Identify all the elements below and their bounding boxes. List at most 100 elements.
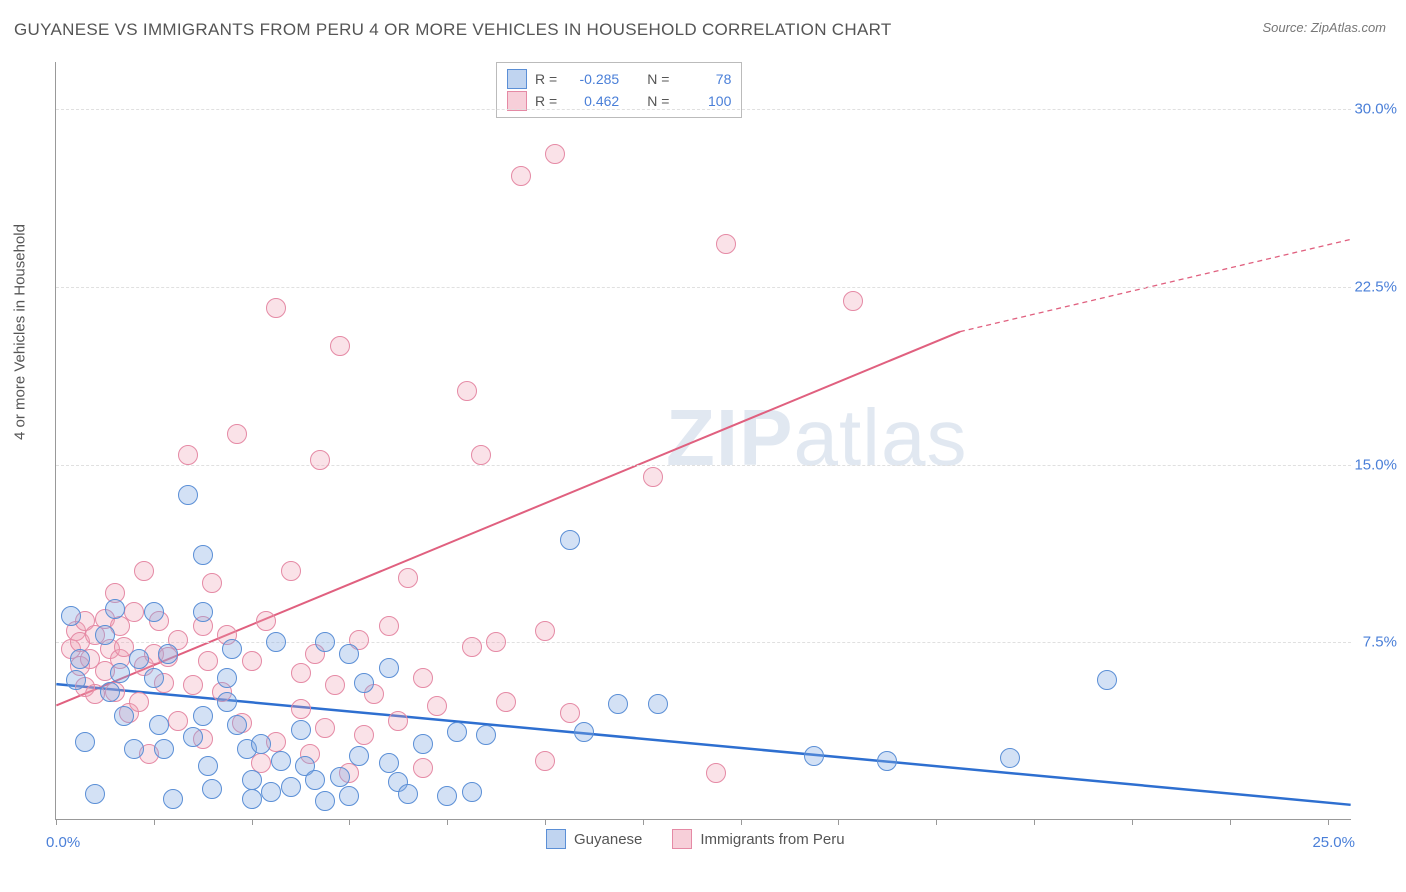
scatter-point — [227, 715, 247, 735]
scatter-point — [339, 786, 359, 806]
scatter-point — [183, 675, 203, 695]
y-tick-label: 30.0% — [1354, 101, 1397, 118]
y-tick-label: 22.5% — [1354, 279, 1397, 296]
gridline — [56, 642, 1351, 643]
scatter-point — [163, 789, 183, 809]
scatter-point — [129, 649, 149, 669]
scatter-point — [144, 602, 164, 622]
swatch-pink — [507, 91, 527, 111]
scatter-point — [413, 668, 433, 688]
scatter-point — [643, 467, 663, 487]
scatter-point — [462, 782, 482, 802]
scatter-point — [70, 649, 90, 669]
scatter-point — [66, 670, 86, 690]
scatter-point — [437, 786, 457, 806]
scatter-point — [183, 727, 203, 747]
scatter-point — [134, 561, 154, 581]
legend-label-blue: Guyanese — [574, 831, 642, 848]
chart-title: GUYANESE VS IMMIGRANTS FROM PERU 4 OR MO… — [14, 20, 892, 40]
x-tick — [349, 819, 350, 825]
scatter-point — [511, 166, 531, 186]
scatter-point — [251, 734, 271, 754]
scatter-point — [291, 699, 311, 719]
x-tick — [1328, 819, 1329, 825]
r-label: R = — [535, 93, 557, 109]
scatter-point — [398, 568, 418, 588]
scatter-point — [388, 711, 408, 731]
x-tick — [1230, 819, 1231, 825]
x-tick — [741, 819, 742, 825]
scatter-point — [193, 706, 213, 726]
scatter-point — [227, 424, 247, 444]
scatter-point — [144, 668, 164, 688]
source-attribution: Source: ZipAtlas.com — [1262, 20, 1386, 35]
scatter-point — [354, 725, 374, 745]
x-label-right: 25.0% — [1312, 834, 1355, 851]
scatter-point — [100, 682, 120, 702]
scatter-point — [75, 732, 95, 752]
scatter-point — [330, 767, 350, 787]
scatter-point — [95, 625, 115, 645]
scatter-point — [168, 711, 188, 731]
n-label: N = — [647, 71, 669, 87]
scatter-point — [716, 234, 736, 254]
x-tick — [1034, 819, 1035, 825]
scatter-point — [413, 734, 433, 754]
gridline — [56, 109, 1351, 110]
scatter-point — [124, 739, 144, 759]
scatter-point — [315, 718, 335, 738]
scatter-point — [574, 722, 594, 742]
scatter-point — [1097, 670, 1117, 690]
x-label-left: 0.0% — [46, 834, 80, 851]
blue-r-value: -0.285 — [565, 71, 619, 87]
legend-swatch-blue — [546, 829, 566, 849]
scatter-point — [217, 692, 237, 712]
scatter-point — [110, 663, 130, 683]
watermark: ZIPatlas — [666, 392, 967, 484]
scatter-point — [379, 658, 399, 678]
x-tick — [838, 819, 839, 825]
scatter-point — [457, 381, 477, 401]
y-axis-label: 4 or more Vehicles in Household — [12, 224, 29, 440]
scatter-point — [198, 651, 218, 671]
scatter-point — [242, 789, 262, 809]
scatter-point — [193, 602, 213, 622]
gridline — [56, 287, 1351, 288]
scatter-point — [1000, 748, 1020, 768]
scatter-point — [202, 779, 222, 799]
x-tick — [252, 819, 253, 825]
scatter-point — [877, 751, 897, 771]
stat-row-pink: R = 0.462 N = 100 — [507, 91, 731, 111]
scatter-point — [427, 696, 447, 716]
scatter-point — [242, 770, 262, 790]
legend-item-pink: Immigrants from Peru — [672, 829, 844, 849]
x-tick — [1132, 819, 1133, 825]
scatter-point — [535, 621, 555, 641]
scatter-point — [114, 706, 134, 726]
scatter-point — [608, 694, 628, 714]
scatter-point — [158, 644, 178, 664]
y-tick-label: 7.5% — [1363, 634, 1397, 651]
x-tick — [545, 819, 546, 825]
x-tick — [447, 819, 448, 825]
scatter-point — [315, 791, 335, 811]
stat-row-blue: R = -0.285 N = 78 — [507, 69, 731, 89]
scatter-point — [271, 751, 291, 771]
scatter-point — [178, 445, 198, 465]
scatter-point — [804, 746, 824, 766]
x-tick — [936, 819, 937, 825]
scatter-point — [471, 445, 491, 465]
scatter-point — [291, 663, 311, 683]
scatter-point — [339, 644, 359, 664]
legend-swatch-pink — [672, 829, 692, 849]
swatch-blue — [507, 69, 527, 89]
scatter-point — [193, 545, 213, 565]
plot-area: ZIPatlas R = -0.285 N = 78 R = 0.462 N =… — [55, 62, 1351, 820]
scatter-point — [305, 770, 325, 790]
scatter-point — [217, 668, 237, 688]
pink-n-value: 100 — [677, 93, 731, 109]
n-label: N = — [647, 93, 669, 109]
scatter-point — [496, 692, 516, 712]
correlation-chart: GUYANESE VS IMMIGRANTS FROM PERU 4 OR MO… — [0, 0, 1406, 892]
scatter-point — [648, 694, 668, 714]
